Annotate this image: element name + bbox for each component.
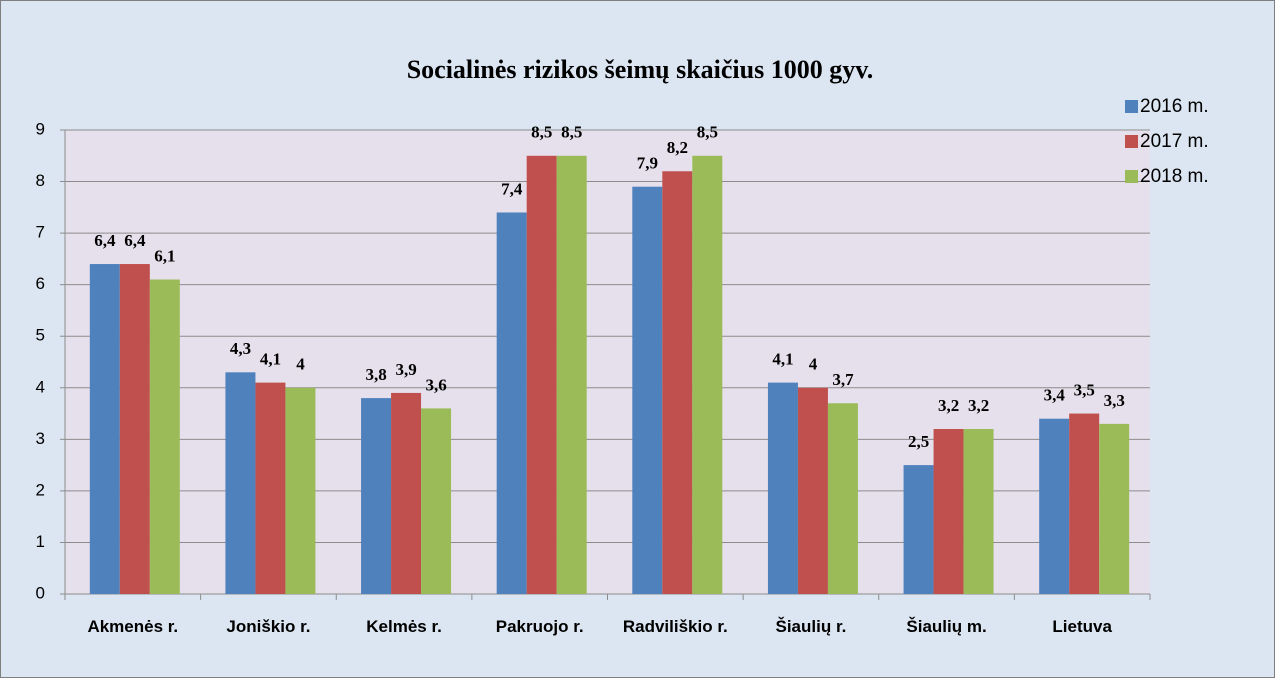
x-tick-label: Kelmės r. [366,617,442,636]
bar [662,171,693,594]
data-label: 7,4 [501,179,523,198]
data-label: 4 [296,355,305,374]
data-label: 6,1 [154,246,175,265]
data-label: 6,4 [124,231,146,250]
data-label: 3,6 [425,375,446,394]
data-label: 3,3 [1104,391,1125,410]
data-label: 4 [809,355,818,374]
x-tick-label: Akmenės r. [87,617,179,636]
data-label: 2,5 [908,432,929,451]
legend-swatch [1125,170,1138,183]
y-tick-label: 9 [36,119,45,138]
y-tick-label: 5 [36,326,45,345]
x-tick-label: Pakruojo r. [495,617,584,636]
bar [89,264,120,594]
y-tick-label: 3 [36,429,45,448]
bar [797,387,828,594]
x-tick-label: Radviliškio r. [622,617,728,636]
bar [963,429,994,594]
y-tick-label: 7 [36,223,45,242]
bar [255,382,286,594]
data-label: 3,5 [1074,380,1095,399]
y-tick-label: 8 [36,171,45,190]
bar [1039,418,1070,594]
bar [119,264,150,594]
bar [285,387,316,594]
chart-title: Socialinės rizikos šeimų skaičius 1000 g… [407,55,874,84]
legend-label: 2016 m. [1140,96,1209,117]
legend-label: 2018 m. [1140,166,1209,187]
bar [1069,413,1100,594]
y-tick-label: 4 [36,377,45,396]
data-label: 3,7 [832,370,854,389]
x-tick-label: Lietuva [1052,617,1112,636]
bar [933,429,964,594]
bar [421,408,452,594]
y-tick-label: 2 [36,480,45,499]
data-label: 3,9 [395,360,416,379]
data-label: 3,4 [1044,386,1066,405]
data-label: 3,2 [968,396,989,415]
data-label: 8,5 [531,123,552,142]
y-tick-label: 1 [36,532,45,551]
data-label: 7,9 [637,154,658,173]
y-tick-label: 0 [36,583,45,602]
data-label: 3,8 [365,365,386,384]
legend-label: 2017 m. [1140,131,1209,152]
x-tick-label: Šiaulių m. [906,617,987,636]
x-tick-label: Joniškio r. [226,617,311,636]
bar [361,398,392,594]
bar [827,403,858,594]
data-label: 4,1 [260,350,281,369]
bar [632,186,663,594]
bar [903,465,934,594]
bar [556,155,587,594]
legend-swatch [1125,100,1138,113]
bar [1099,423,1130,594]
data-label: 8,5 [561,123,582,142]
data-label: 4,3 [230,339,251,358]
bar [767,382,798,594]
y-tick-label: 6 [36,274,45,293]
bar [496,212,527,594]
data-label: 3,2 [938,396,959,415]
data-label: 4,1 [772,350,793,369]
data-label: 8,2 [667,138,688,157]
data-label: 6,4 [94,231,116,250]
bar [149,279,180,594]
legend-swatch [1125,135,1138,148]
data-label: 8,5 [697,123,718,142]
bar [526,155,557,594]
x-tick-label: Šiaulių r. [775,617,847,636]
bar [692,155,723,594]
bar [225,372,256,594]
bar [391,392,422,594]
